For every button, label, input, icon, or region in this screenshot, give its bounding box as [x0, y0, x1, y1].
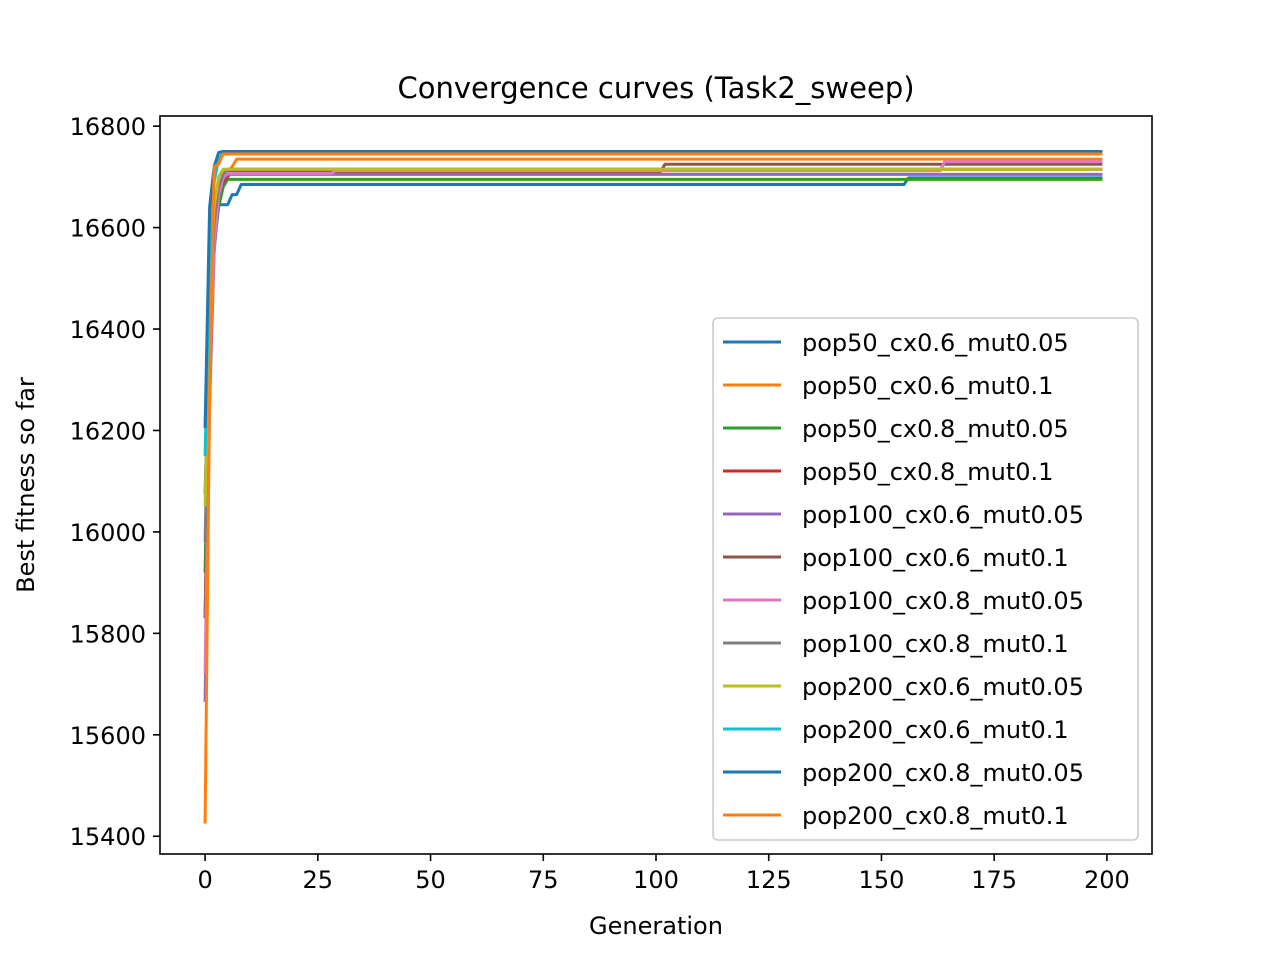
x-axis-label: Generation — [589, 912, 723, 940]
legend-label: pop50_cx0.6_mut0.1 — [802, 372, 1053, 400]
x-tick-label: 25 — [303, 866, 334, 894]
legend-box — [712, 317, 1139, 841]
legend-label: pop100_cx0.6_mut0.05 — [802, 501, 1084, 529]
legend-label: pop100_cx0.8_mut0.05 — [802, 587, 1084, 615]
legend-label: pop100_cx0.8_mut0.1 — [802, 630, 1069, 658]
x-tick-label: 200 — [1084, 866, 1130, 894]
y-tick-label: 16400 — [70, 316, 146, 344]
y-tick-label: 15600 — [70, 722, 146, 750]
x-tick-label: 150 — [859, 866, 905, 894]
legend-label: pop200_cx0.6_mut0.1 — [802, 716, 1069, 744]
y-axis: 15400 15600 15800 16000 16200 16400 16600 16800 — [70, 113, 160, 851]
legend-label: pop50_cx0.8_mut0.05 — [802, 415, 1069, 443]
y-tick-label: 16600 — [70, 215, 146, 243]
x-tick-label: 100 — [633, 866, 679, 894]
legend-label: pop100_cx0.6_mut0.1 — [802, 544, 1069, 572]
chart-title: Convergence curves (Task2_sweep) — [397, 71, 914, 105]
legend-label: pop200_cx0.6_mut0.05 — [802, 673, 1084, 701]
y-tick-label: 15800 — [70, 620, 146, 648]
series-layer — [203, 150, 1103, 824]
legend-label: pop200_cx0.8_mut0.1 — [802, 802, 1069, 830]
legend-label: pop50_cx0.6_mut0.05 — [802, 329, 1069, 357]
x-axis: 0 25 50 75 100 125 150 175 200 — [197, 854, 1130, 894]
legend: pop50_cx0.6_mut0.05 pop50_cx0.6_mut0.1pop… — [712, 317, 1139, 841]
y-tick-label: 16000 — [70, 519, 146, 547]
y-tick-label: 15400 — [70, 823, 146, 851]
x-tick-label: 175 — [971, 866, 1017, 894]
y-tick-label: 16800 — [70, 113, 146, 141]
x-tick-label: 75 — [528, 866, 559, 894]
x-tick-label: 50 — [415, 866, 446, 894]
x-tick-label: 125 — [746, 866, 792, 894]
legend-label: pop200_cx0.8_mut0.05 — [802, 759, 1084, 787]
y-axis-label: Best fitness so far — [12, 377, 40, 593]
y-tick-label: 16200 — [70, 417, 146, 445]
series-line-11 — [203, 150, 1103, 428]
x-tick-label: 0 — [197, 866, 212, 894]
legend-label: pop50_cx0.8_mut0.1 — [802, 458, 1053, 486]
series-line-12 — [203, 152, 1103, 824]
